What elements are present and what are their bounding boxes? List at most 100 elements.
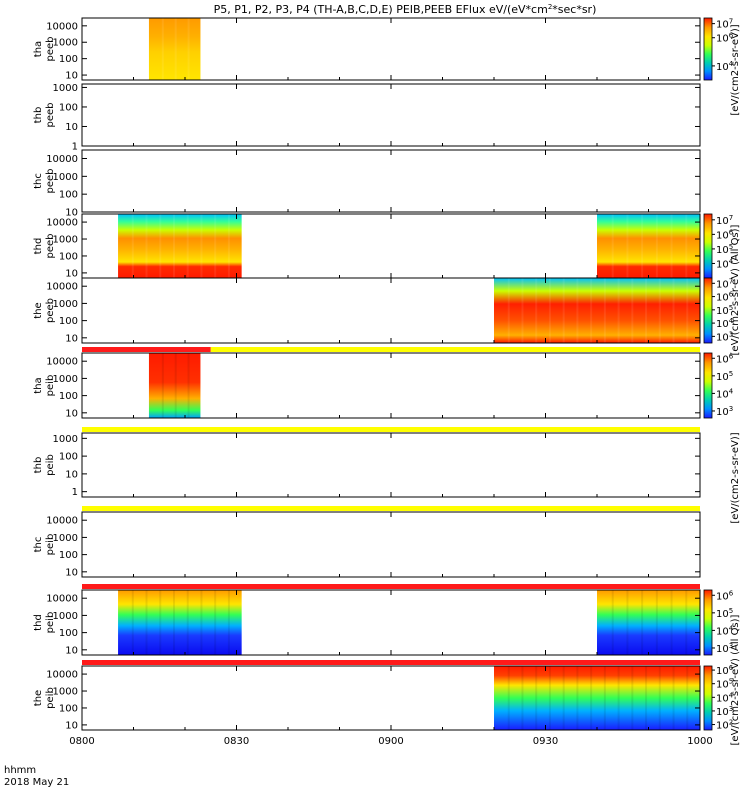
colorbar-unit-label-all-qs: [eV/(cm2-s-sr-eV) (All Qs)] (730, 224, 741, 355)
probe-label: thc (33, 173, 44, 189)
spectrogram-stripe (655, 590, 658, 655)
spectrogram-stripe (617, 666, 620, 730)
spectrogram-block (597, 214, 700, 278)
spectrogram-stripe (626, 590, 629, 655)
spectrogram-stripe (131, 590, 134, 655)
mode-bar-segment (82, 347, 211, 352)
colorbar (703, 213, 713, 279)
colorbar (703, 17, 713, 81)
time-format-label: hhmm (4, 765, 36, 776)
y-tick-label: 10000 (46, 21, 78, 32)
spectrogram-stripe (145, 214, 148, 278)
spectrogram-stripe (641, 214, 644, 278)
x-tick-label: 1000 (687, 736, 712, 747)
y-tick-label: 1 (72, 142, 78, 153)
spectrogram-stripe (645, 278, 648, 343)
spectrogram-stripe (658, 278, 661, 343)
spectrogram-stripe (161, 353, 164, 418)
spectrogram-block (597, 590, 700, 655)
spectrogram-stripe (174, 353, 177, 418)
colorbar-tick-label: 104 (716, 691, 734, 704)
spectrogram-block (494, 278, 700, 343)
probe-label: thc (33, 537, 44, 553)
spectrogram-stripe (562, 666, 565, 730)
mode-bar-segment (82, 584, 700, 589)
species-label: peeb (45, 103, 56, 128)
species-label: peib (45, 534, 56, 556)
colorbar-tick-label: 102 (716, 719, 733, 732)
spectrogram-stripe (521, 666, 524, 730)
y-tick-label: 1000 (53, 38, 78, 49)
probe-label: thd (33, 238, 44, 255)
spectrogram-stripe (672, 278, 675, 343)
y-tick-label: 10 (65, 333, 78, 344)
spectrogram-block (118, 590, 242, 655)
spectrogram-stripe (645, 666, 648, 730)
spectrogram-stripe (535, 278, 538, 343)
spectrogram-stripe (507, 278, 510, 343)
colorbar-tick-label: 104 (716, 257, 734, 270)
y-tick-label: 10 (65, 469, 78, 480)
y-tick-label: 1 (72, 487, 78, 498)
colorbar-tick-label: 107 (716, 214, 733, 227)
panel-frame (81, 149, 701, 213)
panel-thb-peeb: 1 10 100 1000 thb peeb (33, 83, 701, 153)
spectrogram-stripe (626, 214, 629, 278)
mode-bar-segment (210, 347, 700, 352)
y-tick-label: 100 (59, 703, 78, 714)
spectrogram-stripe (172, 590, 175, 655)
probe-label: the (33, 302, 44, 318)
colorbar-tick-label: 104 (716, 624, 734, 637)
colorbar-tick-label: 103 (716, 405, 733, 418)
probe-label: the (33, 690, 44, 706)
y-tick-label: 10 (65, 268, 78, 279)
colorbar-tick-label: 105 (716, 678, 733, 691)
x-tick-label: 0900 (378, 736, 403, 747)
spectrogram-stripe (145, 590, 148, 655)
spectrogram-stripe (174, 18, 177, 80)
spectrogram-stripe (214, 214, 217, 278)
y-tick-label: 100 (59, 391, 78, 402)
y-tick-label: 1000 (53, 434, 78, 445)
spectrogram-stripe (603, 666, 606, 730)
mode-bar-segment (82, 506, 700, 511)
spectrogram-block (118, 214, 242, 278)
spectrogram-stripe (590, 278, 593, 343)
x-tick-label: 0830 (224, 736, 249, 747)
colorbar-tick-label: 104 (716, 387, 734, 400)
figure-title: P5, P1, P2, P3, P4 (TH-A,B,C,D,E) PEIB,P… (214, 3, 597, 16)
spectrogram-block (148, 353, 201, 418)
spectrogram-stripe (227, 214, 230, 278)
y-tick-label: 10 (65, 122, 78, 133)
y-tick-label: 100 (59, 316, 78, 327)
spectrogram-stripe (548, 666, 551, 730)
colorbar-tick-label: 103 (716, 705, 733, 718)
colorbar-tick-label: 107 (716, 277, 733, 290)
spectrogram-stripe (187, 18, 190, 80)
colorbar-tick-label: 106 (716, 32, 734, 45)
spectrogram-stripe (521, 278, 524, 343)
spectrogram-stripe (670, 214, 673, 278)
y-tick-label: 1000 (53, 235, 78, 246)
spectrogram-stripe (200, 590, 203, 655)
species-label: peib (45, 375, 56, 397)
y-tick-label: 10000 (46, 516, 78, 527)
colorbar (703, 352, 713, 419)
spectrogram-stripe (686, 666, 689, 730)
species-label: peib (45, 612, 56, 634)
spectrogram-stripe (186, 590, 189, 655)
spectrogram-stripe (161, 18, 164, 80)
y-tick-label: 10000 (46, 357, 78, 368)
spectrogram-stripe (131, 214, 134, 278)
spectrogram-stripe (535, 666, 538, 730)
y-tick-label: 10000 (46, 282, 78, 293)
y-tick-label: 10000 (46, 670, 78, 681)
y-tick-label: 10 (65, 71, 78, 82)
y-tick-label: 1000 (53, 611, 78, 622)
spectrogram-stripe (227, 590, 230, 655)
colorbar (703, 665, 713, 731)
mode-bar-segment (82, 427, 700, 432)
